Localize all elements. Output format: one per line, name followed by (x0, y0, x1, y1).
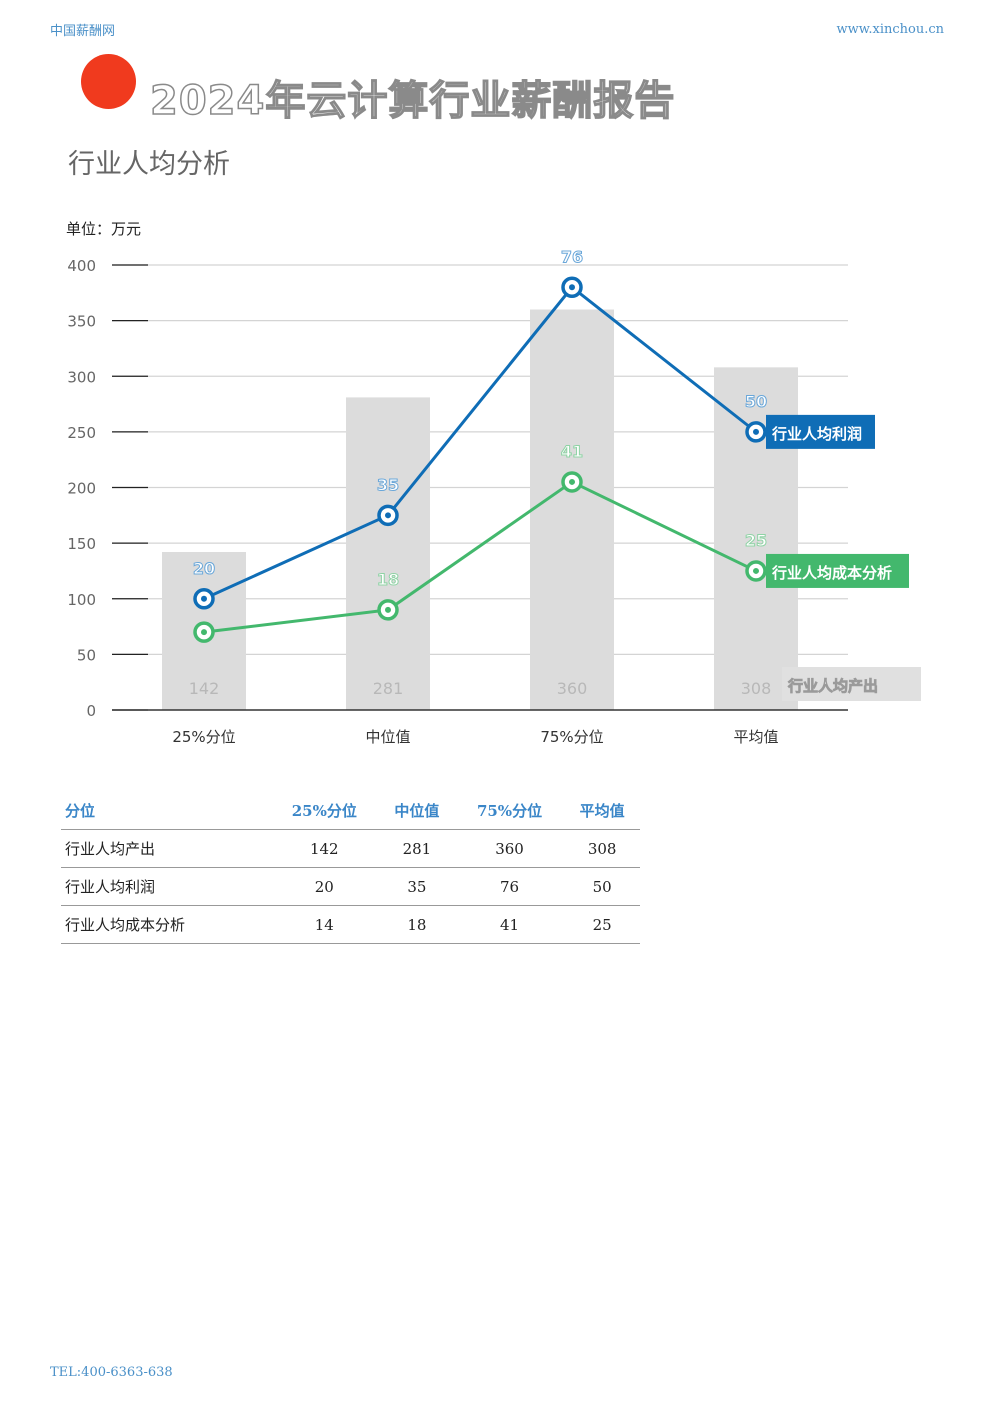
bar-output (530, 309, 614, 710)
table-cell: 18 (379, 905, 455, 944)
bar-output (346, 397, 430, 710)
y-tick-label: 150 (67, 535, 96, 553)
accent-dot (81, 54, 136, 109)
table-row: 行业人均利润 20 35 76 50 (61, 867, 640, 906)
table-header-cell: 25%分位 (269, 792, 380, 830)
site-url[interactable]: www.xinchou.cn (836, 22, 944, 37)
data-label-profit: 76 (561, 247, 583, 266)
data-label-profit: 20 (193, 559, 215, 578)
data-table: 分位 25%分位 中位值 75%分位 平均值 行业人均产出 142 281 36… (61, 792, 640, 944)
site-name: 中国薪酬网 (50, 24, 116, 39)
table-cell: 35 (379, 867, 455, 906)
data-label-cost: 18 (377, 570, 399, 589)
table-cell: 25 (564, 905, 640, 944)
table-header-row: 分位 25%分位 中位值 75%分位 平均值 (61, 792, 640, 830)
x-tick-label: 平均值 (733, 728, 778, 746)
point-core-cost (569, 478, 575, 485)
y-tick-label: 200 (67, 480, 96, 498)
y-tick-label: 0 (86, 702, 96, 720)
bar-value-label: 281 (373, 679, 404, 698)
unit-label: 单位：万元 (66, 220, 142, 238)
table-cell: 50 (564, 867, 640, 906)
table-cell: 行业人均利润 (61, 867, 270, 906)
series-label-profit-bg (766, 414, 875, 449)
y-tick-label: 250 (67, 424, 96, 442)
section-title: 行业人均分析 (68, 149, 230, 180)
table-header-cell: 分位 (61, 792, 270, 830)
table-cell: 308 (564, 829, 640, 868)
x-tick-label: 25%分位 (172, 728, 235, 746)
chart: 0 50 100 150 200 250 300 350 400 142 281 360 308 25%分… (67, 247, 921, 746)
point-core-cost (753, 567, 759, 574)
data-label-profit: 50 (745, 392, 767, 411)
table-cell: 281 (379, 829, 455, 868)
y-tick-label: 50 (77, 646, 96, 664)
table-cell: 14 (269, 905, 380, 944)
table-cell: 行业人均成本分析 (61, 905, 270, 944)
bar-value-label: 142 (189, 679, 220, 698)
y-tick-label: 300 (67, 368, 96, 386)
point-core-profit (385, 512, 391, 519)
table-header-cell: 平均值 (564, 792, 640, 830)
point-core-cost (201, 629, 207, 636)
table-cell: 41 (454, 905, 565, 944)
table-header-cell: 75%分位 (454, 792, 565, 830)
table-header-cell: 中位值 (379, 792, 455, 830)
point-core-profit (201, 595, 207, 602)
point-core-cost (385, 606, 391, 613)
table-row: 行业人均成本分析 14 18 41 25 (61, 905, 640, 944)
point-core-profit (753, 428, 759, 435)
bar-value-label: 360 (557, 679, 588, 698)
x-tick-label: 75%分位 (540, 728, 603, 746)
bar-value-label: 308 (741, 679, 772, 698)
table-cell: 360 (454, 829, 565, 868)
footer-tel: TEL:400-6363-638 (50, 1365, 173, 1380)
series-label-cost: 行业人均成本分析 (771, 564, 892, 582)
x-tick-label: 中位值 (365, 728, 410, 746)
series-label-profit: 行业人均利润 (771, 425, 862, 443)
report-title: 2024年云计算行业薪酬报告 (149, 77, 676, 125)
table-row: 行业人均产出 142 281 360 308 (61, 829, 640, 868)
line-cost (203, 480, 757, 634)
y-tick-label: 100 (67, 591, 96, 609)
y-tick-label: 350 (67, 313, 96, 331)
table-cell: 行业人均产出 (61, 829, 270, 868)
data-label-cost: 41 (561, 442, 583, 461)
series-label-cost-bg (766, 553, 909, 588)
table-cell: 142 (269, 829, 380, 868)
table-cell: 76 (454, 867, 565, 906)
table-cell: 20 (269, 867, 380, 906)
data-label-profit: 35 (377, 475, 399, 494)
data-label-cost: 25 (745, 531, 767, 550)
line-profit (203, 285, 757, 601)
series-label-output: 行业人均产出 (787, 677, 878, 695)
point-core-profit (569, 284, 575, 291)
y-tick-label: 400 (67, 257, 96, 275)
series-label-output-bg (782, 667, 921, 701)
